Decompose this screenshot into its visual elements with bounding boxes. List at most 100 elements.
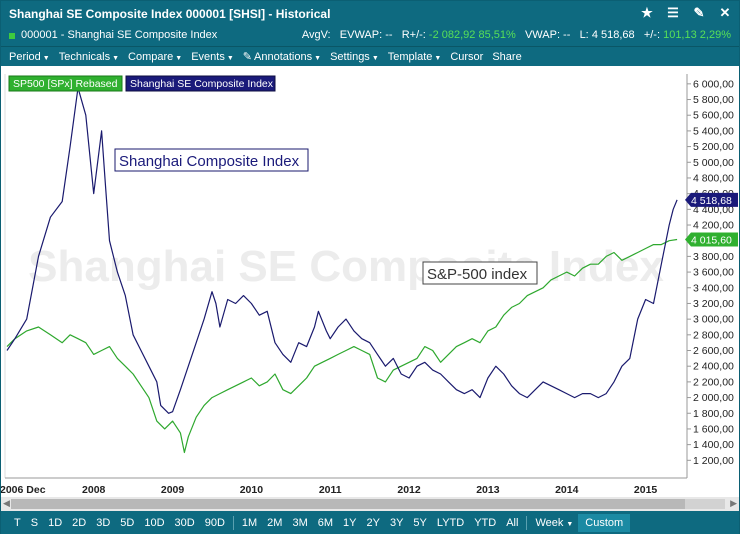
series-group: [6, 87, 678, 454]
menu-events[interactable]: Events ▼: [191, 51, 234, 63]
menu-share[interactable]: Share: [492, 51, 521, 63]
series-line-sp500: [6, 238, 678, 454]
y-tick-label: 2 600,00: [693, 345, 734, 357]
price-tag-sp500: 4 015,60: [685, 232, 738, 247]
y-tick-label: 1 800,00: [693, 408, 734, 420]
legend-sp500[interactable]: SP500 [SPx] Rebased: [8, 75, 123, 92]
x-tick-label: 2014: [555, 484, 579, 496]
last-label: L:: [579, 29, 589, 41]
interval-dropdown[interactable]: Week ▼: [530, 517, 578, 529]
y-tick-label: 4 200,00: [693, 220, 734, 232]
menu-template[interactable]: Template ▼: [388, 51, 442, 63]
range-1m[interactable]: 1M: [241, 516, 258, 529]
window-title: Shanghai SE Composite Index 000001 [SHSI…: [9, 7, 331, 21]
list-icon[interactable]: ☰: [667, 5, 679, 20]
annotation-sp500-box: [422, 261, 538, 285]
range-5y[interactable]: 5Y: [413, 516, 427, 529]
instrument-name: 000001 - Shanghai SE Composite Index: [21, 29, 218, 41]
period-5d[interactable]: 5D: [120, 516, 135, 529]
chart-svg[interactable]: Shanghai SE Composite Index 6 000,00 5 80…: [0, 66, 739, 497]
legend-shanghai[interactable]: Shanghai SE Composite Index: [125, 75, 276, 92]
x-tick-label: 2011: [319, 484, 342, 496]
annotation-shanghai-text: Shanghai Composite Index: [119, 153, 300, 170]
y-tick-label: 3 400,00: [693, 282, 734, 294]
chevron-down-icon: ▼: [314, 55, 322, 62]
menu-share-label: Share: [492, 50, 522, 63]
time-scrollbar[interactable]: ◀ ▶: [1, 497, 739, 511]
scroll-left-icon[interactable]: ◀: [3, 498, 10, 508]
range-3m[interactable]: 3M: [292, 516, 308, 529]
chevron-down-icon: ▼: [112, 54, 120, 62]
separator: [232, 515, 234, 530]
price-tag-sp500-bg: [685, 232, 738, 247]
y-tick-label: 2 400,00: [693, 361, 734, 373]
avgv-label: AvgV:: [301, 29, 331, 41]
annotation-sp500[interactable]: S&P-500 index: [422, 261, 538, 285]
chart-area[interactable]: Shanghai SE Composite Index 6 000,00 5 80…: [0, 66, 739, 497]
menu-compare[interactable]: Compare ▼: [128, 51, 182, 63]
y-tick-label: 4 800,00: [693, 172, 734, 184]
range-all[interactable]: All: [506, 516, 519, 529]
chevron-down-icon: ▼: [434, 54, 442, 62]
y-tick-label: 6 000,00: [693, 78, 734, 90]
y-tick-label: 2 000,00: [693, 392, 734, 404]
y-tick-label: 5 200,00: [693, 141, 734, 153]
range-3y[interactable]: 3Y: [389, 516, 404, 529]
scroll-thumb[interactable]: [11, 499, 685, 509]
x-tick-label: 2008: [82, 484, 106, 496]
menu-cursor[interactable]: Cursor: [450, 51, 483, 63]
annotation-sp500-text: S&P-500 index: [427, 266, 528, 283]
change-label: +/-:: [643, 29, 661, 41]
x-axis-ticks: 2006 Dec 2008 2009 2010 2011 2012 2013 2014 2015: [0, 484, 658, 496]
range-ytd[interactable]: YTD: [474, 516, 497, 529]
x-tick-label: 2012: [397, 484, 421, 496]
custom-range-button[interactable]: Custom: [578, 513, 631, 532]
menu-technicals[interactable]: Technicals ▼: [59, 51, 119, 63]
menu-events-label: Events: [191, 50, 225, 63]
period-3d[interactable]: 3D: [96, 516, 111, 529]
scroll-right-icon[interactable]: ▶: [730, 498, 737, 508]
interval-label: Week: [535, 516, 564, 529]
period-30d[interactable]: 30D: [174, 516, 195, 529]
range-1y[interactable]: 1Y: [343, 516, 357, 529]
x-tick-label: 2006 Dec: [1, 484, 46, 496]
range-2m[interactable]: 2M: [267, 516, 283, 529]
y-tick-label: 1 600,00: [693, 423, 734, 435]
period-1d[interactable]: 1D: [48, 516, 63, 529]
annotation-shanghai[interactable]: Shanghai Composite Index: [114, 148, 309, 172]
change-value: 101,13: [663, 29, 697, 41]
vwap-label: VWAP: --: [524, 29, 571, 41]
legend-shanghai-box: [125, 75, 276, 92]
y-tick-label: 5 800,00: [693, 94, 734, 106]
y-tick-label: 5 600,00: [693, 110, 734, 122]
chevron-down-icon: ▼: [175, 54, 183, 62]
y-tick-label: 2 800,00: [693, 329, 734, 341]
x-tick-label: 2015: [634, 484, 658, 496]
pencil-icon: ✎: [242, 51, 253, 63]
x-tick-label: 2009: [161, 484, 185, 496]
menu-template-label: Template: [387, 50, 433, 63]
tools-icon[interactable]: ✎: [693, 5, 705, 20]
price-tag-shanghai-bg: [685, 192, 738, 207]
star-icon[interactable]: ★: [641, 5, 653, 20]
y-tick-label: 5 000,00: [693, 157, 734, 169]
period-90d[interactable]: 90D: [204, 516, 225, 529]
period-10d[interactable]: 10D: [144, 516, 165, 529]
range-lytd[interactable]: LYTD: [436, 516, 465, 529]
y-tick-label: 3 600,00: [693, 267, 734, 279]
range-2y[interactable]: 2Y: [366, 516, 380, 529]
range-6m[interactable]: 6M: [317, 516, 334, 529]
chevron-down-icon: ▼: [371, 54, 379, 62]
y-axis-ticks: 6 000,00 5 800,00 5 600,00 5 400,00 5 200,00…: [687, 78, 734, 467]
last-value: 4 518,68: [591, 29, 635, 41]
title-bar: Shanghai SE Composite Index 000001 [SHSI…: [1, 1, 739, 26]
menu-settings[interactable]: Settings ▼: [330, 51, 379, 63]
close-icon[interactable]: ✕: [719, 5, 731, 20]
menu-annotations[interactable]: ✎ Annotations ▼: [243, 50, 321, 63]
period-2d[interactable]: 2D: [72, 516, 87, 529]
menu-period[interactable]: Period ▼: [9, 51, 50, 63]
period-s[interactable]: S: [30, 516, 39, 529]
period-t[interactable]: T: [14, 516, 21, 529]
r-value: -2 082,92: [428, 29, 476, 41]
